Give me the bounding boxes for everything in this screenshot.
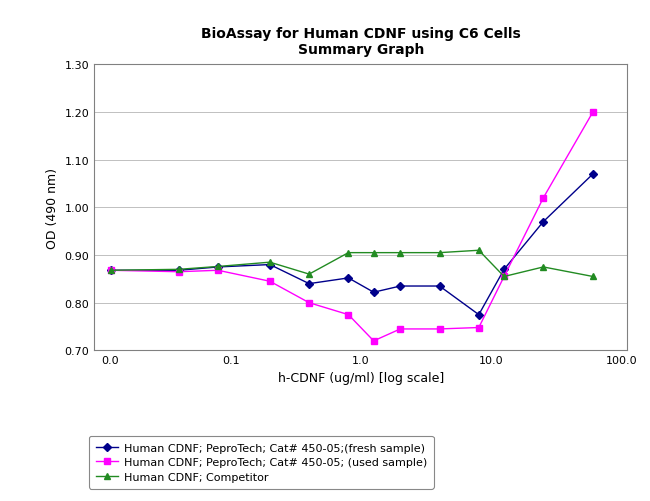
Human CDNF; PeproTech; Cat# 450-05; (used sample) bbox=[540, 195, 547, 201]
Human CDNF; PeproTech; Cat# 450-05;(fresh sample) bbox=[214, 265, 222, 271]
Human CDNF; Competitor bbox=[306, 272, 313, 278]
Legend: Human CDNF; PeproTech; Cat# 450-05;(fresh sample), Human CDNF; PeproTech; Cat# 4: Human CDNF; PeproTech; Cat# 450-05;(fres… bbox=[89, 436, 434, 488]
Human CDNF; PeproTech; Cat# 450-05; (used sample) bbox=[107, 268, 114, 274]
Human CDNF; PeproTech; Cat# 450-05;(fresh sample) bbox=[266, 262, 274, 268]
Human CDNF; PeproTech; Cat# 450-05; (used sample) bbox=[214, 268, 222, 274]
Human CDNF; Competitor bbox=[500, 274, 508, 280]
Human CDNF; Competitor bbox=[344, 250, 352, 256]
Human CDNF; PeproTech; Cat# 450-05; (used sample) bbox=[396, 326, 404, 332]
Human CDNF; PeproTech; Cat# 450-05;(fresh sample) bbox=[500, 267, 508, 273]
Human CDNF; Competitor bbox=[370, 250, 378, 256]
Human CDNF; PeproTech; Cat# 450-05; (used sample) bbox=[589, 110, 597, 116]
Human CDNF; PeproTech; Cat# 450-05; (used sample) bbox=[500, 274, 508, 280]
Human CDNF; PeproTech; Cat# 450-05;(fresh sample) bbox=[107, 268, 114, 274]
Human CDNF; PeproTech; Cat# 450-05;(fresh sample) bbox=[475, 312, 483, 318]
Line: Human CDNF; PeproTech; Cat# 450-05;(fresh sample): Human CDNF; PeproTech; Cat# 450-05;(fres… bbox=[108, 172, 595, 318]
Human CDNF; PeproTech; Cat# 450-05; (used sample) bbox=[436, 326, 443, 332]
Human CDNF; Competitor bbox=[107, 268, 114, 274]
Human CDNF; PeproTech; Cat# 450-05;(fresh sample) bbox=[306, 281, 313, 287]
Title: BioAssay for Human CDNF using C6 Cells
Summary Graph: BioAssay for Human CDNF using C6 Cells S… bbox=[201, 27, 521, 57]
Human CDNF; PeproTech; Cat# 450-05;(fresh sample) bbox=[589, 171, 597, 177]
Human CDNF; PeproTech; Cat# 450-05;(fresh sample) bbox=[344, 276, 352, 282]
Human CDNF; PeproTech; Cat# 450-05;(fresh sample) bbox=[370, 290, 378, 296]
X-axis label: h-CDNF (ug/ml) [log scale]: h-CDNF (ug/ml) [log scale] bbox=[278, 371, 444, 384]
Human CDNF; PeproTech; Cat# 450-05;(fresh sample) bbox=[436, 284, 443, 290]
Human CDNF; Competitor bbox=[396, 250, 404, 256]
Human CDNF; PeproTech; Cat# 450-05; (used sample) bbox=[475, 325, 483, 331]
Human CDNF; Competitor bbox=[589, 274, 597, 280]
Human CDNF; Competitor bbox=[436, 250, 443, 256]
Human CDNF; PeproTech; Cat# 450-05;(fresh sample) bbox=[175, 268, 183, 274]
Human CDNF; PeproTech; Cat# 450-05;(fresh sample) bbox=[540, 219, 547, 225]
Line: Human CDNF; Competitor: Human CDNF; Competitor bbox=[107, 247, 597, 281]
Human CDNF; PeproTech; Cat# 450-05;(fresh sample) bbox=[396, 284, 404, 290]
Y-axis label: OD (490 nm): OD (490 nm) bbox=[46, 167, 59, 248]
Human CDNF; PeproTech; Cat# 450-05; (used sample) bbox=[344, 312, 352, 318]
Human CDNF; Competitor bbox=[475, 247, 483, 254]
Human CDNF; PeproTech; Cat# 450-05; (used sample) bbox=[306, 300, 313, 306]
Human CDNF; PeproTech; Cat# 450-05; (used sample) bbox=[266, 279, 274, 285]
Human CDNF; PeproTech; Cat# 450-05; (used sample) bbox=[370, 338, 378, 344]
Human CDNF; PeproTech; Cat# 450-05; (used sample) bbox=[175, 269, 183, 275]
Human CDNF; Competitor bbox=[175, 267, 183, 273]
Human CDNF; Competitor bbox=[214, 264, 222, 270]
Line: Human CDNF; PeproTech; Cat# 450-05; (used sample): Human CDNF; PeproTech; Cat# 450-05; (use… bbox=[108, 110, 595, 344]
Human CDNF; Competitor bbox=[540, 265, 547, 271]
Human CDNF; Competitor bbox=[266, 260, 274, 266]
